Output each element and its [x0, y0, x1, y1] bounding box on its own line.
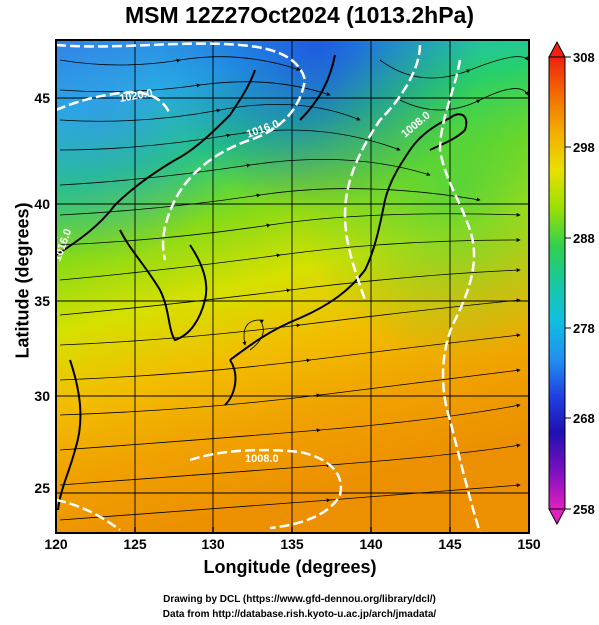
y-tick-label: 25	[34, 480, 50, 496]
streamlines	[59, 56, 529, 521]
colorbar-tick-label: 288	[573, 231, 595, 246]
x-tick-label: 135	[280, 536, 304, 552]
y-tick-label: 45	[34, 90, 50, 106]
x-tick-label: 150	[517, 536, 541, 552]
contour-label: 1008.0	[245, 453, 279, 465]
pressure-contours	[56, 42, 482, 533]
x-tick-label: 120	[44, 536, 68, 552]
credit-data: Data from http://database.rish.kyoto-u.a…	[162, 609, 437, 620]
x-tick-label: 130	[201, 536, 225, 552]
temperature-field	[56, 40, 529, 533]
x-tick-label: 145	[438, 536, 462, 552]
colorbar-tick-label: 258	[573, 502, 595, 517]
x-tick-label: 125	[123, 536, 147, 552]
colorbar-tick-label: 278	[573, 321, 595, 336]
y-tick-label: 35	[34, 293, 50, 309]
y-tick-label: 30	[34, 388, 50, 404]
y-axis-label: Latitude (degrees)	[12, 202, 33, 359]
x-axis-label: Longitude (degrees)	[203, 557, 377, 577]
colorbar-tick-label: 298	[573, 140, 595, 155]
y-tick-label: 40	[34, 196, 50, 212]
credit-drawing: Drawing by DCL (https://www.gfd-dennou.o…	[163, 594, 436, 605]
colorbar: 308 298 288 278 268 258	[548, 40, 595, 526]
grid	[56, 40, 529, 533]
contour-label: 1020.0	[118, 87, 153, 105]
x-tick-label: 140	[359, 536, 383, 552]
x-axis-ticks	[55, 527, 530, 533]
chart-title: MSM 12Z27Oct2024 (1013.2hPa)	[124, 2, 474, 28]
colorbar-tick-label: 308	[573, 50, 595, 65]
colorbar-tick-label: 268	[573, 411, 595, 426]
